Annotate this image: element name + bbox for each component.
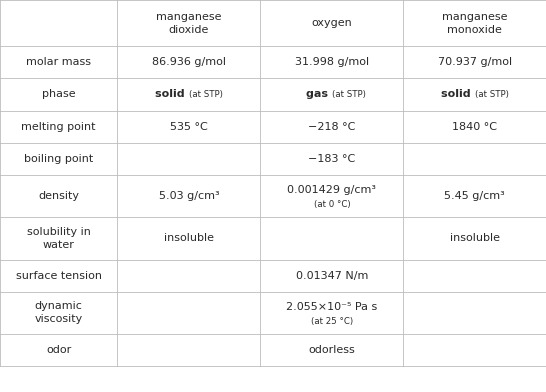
Text: (at STP): (at STP) xyxy=(189,90,223,99)
Text: insoluble: insoluble xyxy=(450,233,500,243)
Text: 2.055×10⁻⁵ Pa s: 2.055×10⁻⁵ Pa s xyxy=(286,302,378,312)
Text: 31.998 g/mol: 31.998 g/mol xyxy=(295,57,369,67)
Text: 70.937 g/mol: 70.937 g/mol xyxy=(438,57,512,67)
Text: density: density xyxy=(38,191,79,201)
Text: (at STP): (at STP) xyxy=(474,90,509,99)
Text: (at STP): (at STP) xyxy=(332,90,366,99)
Text: (at 25 °C): (at 25 °C) xyxy=(311,317,353,326)
Text: odor: odor xyxy=(46,345,72,355)
Text: −218 °C: −218 °C xyxy=(308,122,355,132)
Text: 1840 °C: 1840 °C xyxy=(452,122,497,132)
Text: oxygen: oxygen xyxy=(312,18,352,28)
Text: gas: gas xyxy=(306,89,332,100)
Text: solid: solid xyxy=(441,89,474,100)
Text: melting point: melting point xyxy=(21,122,96,132)
Text: 5.03 g/cm³: 5.03 g/cm³ xyxy=(158,191,219,201)
Text: 535 °C: 535 °C xyxy=(170,122,208,132)
Text: −183 °C: −183 °C xyxy=(308,154,355,164)
Text: solid: solid xyxy=(156,89,189,100)
Text: (at 0 °C): (at 0 °C) xyxy=(313,200,351,209)
Text: insoluble: insoluble xyxy=(164,233,214,243)
Text: 0.001429 g/cm³: 0.001429 g/cm³ xyxy=(287,185,377,196)
Text: solubility in
water: solubility in water xyxy=(27,227,91,250)
Text: manganese
dioxide: manganese dioxide xyxy=(156,11,222,35)
Text: 5.45 g/cm³: 5.45 g/cm³ xyxy=(444,191,505,201)
Text: phase: phase xyxy=(42,89,75,100)
Text: molar mass: molar mass xyxy=(26,57,91,67)
Text: odorless: odorless xyxy=(308,345,355,355)
Text: manganese
monoxide: manganese monoxide xyxy=(442,11,507,35)
Text: dynamic
viscosity: dynamic viscosity xyxy=(34,301,83,325)
Text: 86.936 g/mol: 86.936 g/mol xyxy=(152,57,226,67)
Text: surface tension: surface tension xyxy=(16,270,102,281)
Text: 0.01347 N/m: 0.01347 N/m xyxy=(296,270,368,281)
Text: boiling point: boiling point xyxy=(24,154,93,164)
